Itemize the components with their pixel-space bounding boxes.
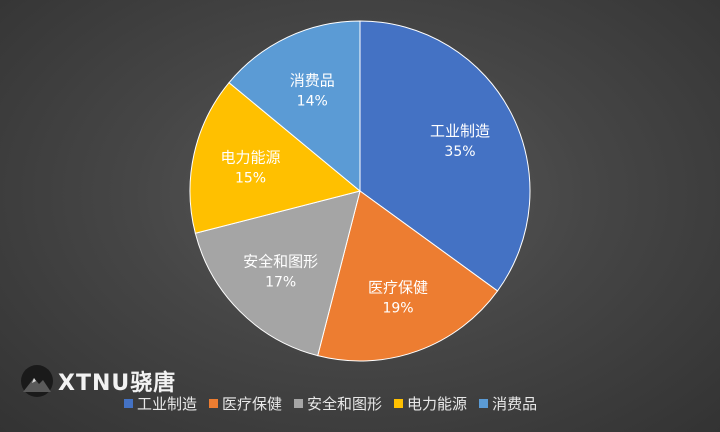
slice-percent-label: 17% [265, 274, 296, 290]
watermark-text: XTNU骁唐 [58, 371, 177, 396]
slice-category-label: 工业制造 [430, 122, 490, 140]
legend-item: 安全和图形 [294, 393, 382, 414]
slice-category-label: 医疗保健 [368, 279, 428, 297]
pie-slice [359, 20, 531, 292]
legend-swatch [294, 398, 304, 408]
legend-label: 工业制造 [137, 394, 198, 413]
legend-swatch [394, 398, 404, 408]
legend-label: 医疗保健 [222, 394, 283, 413]
legend-item: 工业制造 [124, 393, 197, 414]
pie-slice [189, 81, 362, 234]
slice-category-label: 消费品 [290, 71, 335, 89]
legend-swatch [124, 398, 133, 408]
legend-swatch [479, 398, 489, 408]
pie-slice [317, 190, 499, 362]
legend-label: 安全和图形 [307, 394, 383, 413]
slice-category-label: 安全和图形 [243, 252, 318, 270]
legend-item: 医疗保健 [209, 393, 282, 414]
slice-category-label: 电力能源 [220, 149, 280, 167]
legend-item: 消费品 [479, 393, 537, 414]
legend-label: 消费品 [492, 394, 538, 413]
legend: 工业制造 医疗保健 安全和图形 电力能源 消费品 [124, 392, 537, 414]
pie-slice [228, 20, 361, 193]
legend-label: 电力能源 [407, 394, 468, 413]
watermark: XTNU骁唐 [20, 364, 176, 398]
legend-item: 电力能源 [394, 393, 467, 414]
slice-percent-label: 35% [444, 144, 475, 160]
slice-percent-label: 15% [235, 171, 266, 187]
pie-slice [194, 190, 361, 357]
slice-percent-label: 14% [297, 93, 328, 109]
slice-percent-label: 19% [382, 301, 413, 317]
legend-swatch [209, 398, 219, 408]
mountain-logo-icon [21, 365, 53, 397]
